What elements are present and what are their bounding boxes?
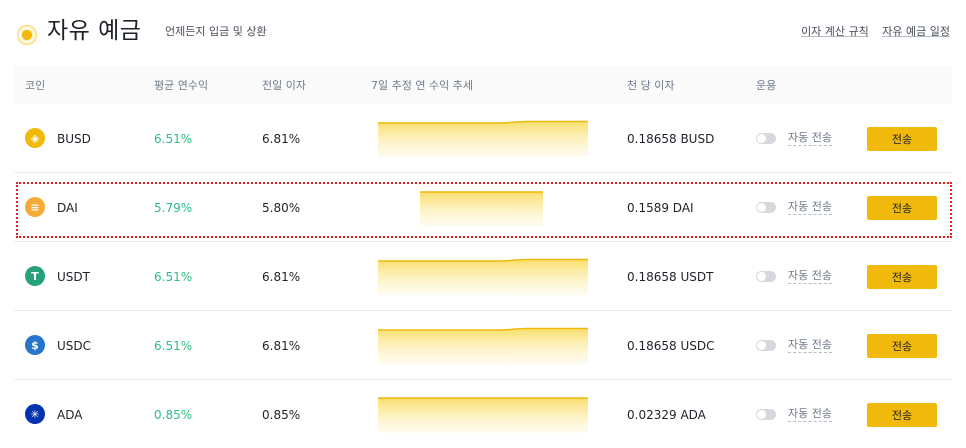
transfer-button[interactable]: 전송 (867, 265, 937, 289)
apy-trend-sparkline (378, 397, 588, 433)
apy-trend-sparkline (420, 191, 543, 226)
col-trend: 7일 추정 연 수익 추세 (371, 79, 473, 92)
col-coin: 코인 (25, 79, 46, 92)
auto-transfer-toggle[interactable] (756, 409, 776, 420)
coin-name: ADA (57, 408, 83, 422)
avg-apy: 6.51% (154, 132, 193, 146)
usdc-icon: $ (25, 335, 45, 355)
busd-icon: ◈ (25, 128, 45, 148)
transfer-button[interactable]: 전송 (867, 127, 937, 151)
table-header: 코인 평균 연수익 전일 이자 7일 추정 연 수익 추세 천 당 이자 운용 (14, 66, 952, 104)
col-operation: 운용 (756, 79, 777, 92)
auto-transfer-label[interactable]: 자동 전송 (788, 338, 832, 353)
sparkline-area (378, 259, 588, 295)
auto-transfer-toggle[interactable] (756, 340, 776, 351)
auto-transfer-label[interactable]: 자동 전송 (788, 131, 832, 146)
page-header: 자유 예금 언제든지 입금 및 상환 이자 계산 규칙 자유 예금 일정 (0, 0, 966, 66)
sparkline-area (378, 121, 588, 157)
coin-name: DAI (57, 201, 78, 215)
table-row: T USDT 6.51% 6.81% 0.18658 USDT 자동 전송 전송 (14, 242, 952, 311)
per-thousand-interest: 0.18658 USDT (627, 270, 714, 284)
per-thousand-interest: 0.1589 DAI (627, 201, 694, 215)
auto-transfer-label[interactable]: 자동 전송 (788, 269, 832, 284)
coin-name: USDT (57, 270, 90, 284)
prev-interest: 6.81% (262, 270, 301, 284)
avg-apy: 5.79% (154, 201, 193, 215)
sparkline-area (420, 192, 543, 226)
page-title: 자유 예금 (47, 18, 142, 44)
per-thousand-interest: 0.18658 USDC (627, 339, 715, 353)
apy-trend-sparkline (378, 120, 588, 157)
coin-logo-icon (17, 25, 37, 45)
transfer-button[interactable]: 전송 (867, 196, 937, 220)
header-links: 이자 계산 규칙 자유 예금 일정 (791, 25, 950, 39)
transfer-button[interactable]: 전송 (867, 403, 937, 427)
coin-name: USDC (57, 339, 92, 353)
dai-icon: ≡ (25, 197, 45, 217)
auto-transfer-label[interactable]: 자동 전송 (788, 200, 832, 215)
sparkline-area (378, 328, 588, 364)
table-row: ◈ BUSD 6.51% 6.81% 0.18658 BUSD 자동 전송 전송 (14, 104, 952, 173)
interest-rules-link[interactable]: 이자 계산 규칙 (801, 25, 869, 38)
per-thousand-interest: 0.02329 ADA (627, 408, 706, 422)
usdt-icon: T (25, 266, 45, 286)
ada-icon: ✳ (25, 404, 45, 424)
coin-name: BUSD (57, 132, 91, 146)
page-subtitle: 언제든지 입금 및 상환 (165, 25, 267, 38)
sparkline-line (378, 327, 588, 331)
col-per-thousand: 천 당 이자 (627, 79, 675, 92)
avg-apy: 6.51% (154, 339, 193, 353)
col-prev-interest: 전일 이자 (262, 79, 306, 92)
apy-trend-sparkline (378, 327, 588, 364)
schedule-link[interactable]: 자유 예금 일정 (882, 25, 950, 38)
sparkline-line (378, 120, 588, 124)
avg-apy: 0.85% (154, 408, 193, 422)
transfer-button[interactable]: 전송 (867, 334, 937, 358)
table-row: ✳ ADA 0.85% 0.85% 0.02329 ADA 자동 전송 전송 (14, 380, 952, 448)
apy-trend-sparkline (378, 258, 588, 295)
avg-apy: 6.51% (154, 270, 193, 284)
sparkline-line (378, 258, 588, 262)
prev-interest: 0.85% (262, 408, 301, 422)
auto-transfer-toggle[interactable] (756, 133, 776, 144)
auto-transfer-toggle[interactable] (756, 271, 776, 282)
sparkline-area (378, 398, 588, 433)
table-row: ≡ DAI 5.79% 5.80% 0.1589 DAI 자동 전송 전송 (14, 173, 952, 242)
table-row: $ USDC 6.51% 6.81% 0.18658 USDC 자동 전송 전송 (14, 311, 952, 380)
col-avg-apy: 평균 연수익 (154, 79, 209, 92)
per-thousand-interest: 0.18658 BUSD (627, 132, 715, 146)
auto-transfer-label[interactable]: 자동 전송 (788, 407, 832, 422)
auto-transfer-toggle[interactable] (756, 202, 776, 213)
prev-interest: 5.80% (262, 201, 301, 215)
prev-interest: 6.81% (262, 132, 301, 146)
prev-interest: 6.81% (262, 339, 301, 353)
